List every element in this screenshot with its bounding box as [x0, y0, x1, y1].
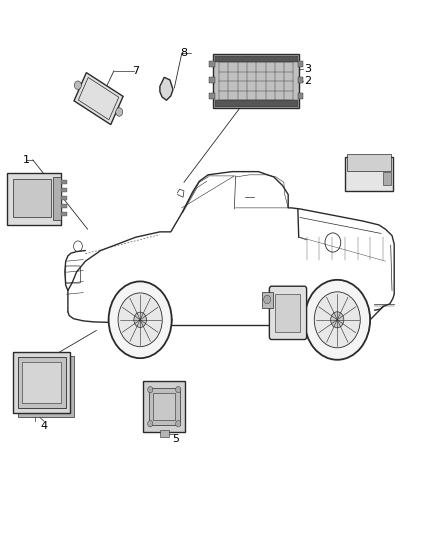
Circle shape [116, 108, 123, 116]
Circle shape [118, 293, 162, 346]
Bar [383, 172, 391, 185]
Text: 3: 3 [304, 64, 311, 74]
Bar [53, 177, 61, 220]
Bar [61, 204, 67, 208]
Circle shape [74, 81, 81, 90]
Polygon shape [160, 77, 173, 100]
Circle shape [176, 421, 181, 427]
FancyBboxPatch shape [143, 381, 185, 432]
Bar [153, 393, 175, 420]
Circle shape [264, 295, 271, 304]
Bar [209, 61, 215, 67]
Bar [61, 212, 67, 216]
Polygon shape [22, 362, 61, 403]
Bar [13, 179, 51, 217]
Bar [149, 388, 180, 425]
Circle shape [148, 386, 153, 393]
Text: 6: 6 [370, 158, 377, 167]
Circle shape [148, 421, 153, 427]
Polygon shape [13, 352, 70, 413]
Bar [275, 294, 300, 332]
Bar [298, 61, 303, 67]
Circle shape [176, 386, 181, 393]
Polygon shape [74, 72, 123, 125]
Text: 9: 9 [328, 315, 335, 325]
Circle shape [314, 292, 360, 348]
Bar [262, 292, 273, 308]
Bar [209, 93, 215, 99]
Text: 5: 5 [172, 434, 179, 445]
Text: 7: 7 [132, 66, 139, 76]
Bar [61, 180, 67, 184]
Bar [215, 56, 298, 62]
FancyBboxPatch shape [269, 286, 307, 340]
Polygon shape [18, 356, 74, 417]
Bar [61, 196, 67, 200]
Text: 4: 4 [40, 421, 47, 431]
Circle shape [109, 281, 172, 358]
Polygon shape [18, 357, 66, 408]
Bar [215, 100, 298, 107]
Text: 1: 1 [23, 155, 30, 165]
Circle shape [331, 312, 344, 328]
Bar [209, 77, 215, 83]
FancyBboxPatch shape [213, 54, 299, 108]
Bar [160, 430, 169, 437]
Bar [298, 93, 303, 99]
Text: 2: 2 [304, 76, 311, 86]
FancyBboxPatch shape [7, 173, 61, 225]
Bar [298, 77, 303, 83]
Text: 8: 8 [180, 49, 187, 58]
Bar [61, 188, 67, 192]
Circle shape [304, 280, 370, 360]
FancyBboxPatch shape [345, 157, 393, 191]
FancyBboxPatch shape [347, 154, 391, 171]
Circle shape [134, 312, 146, 327]
